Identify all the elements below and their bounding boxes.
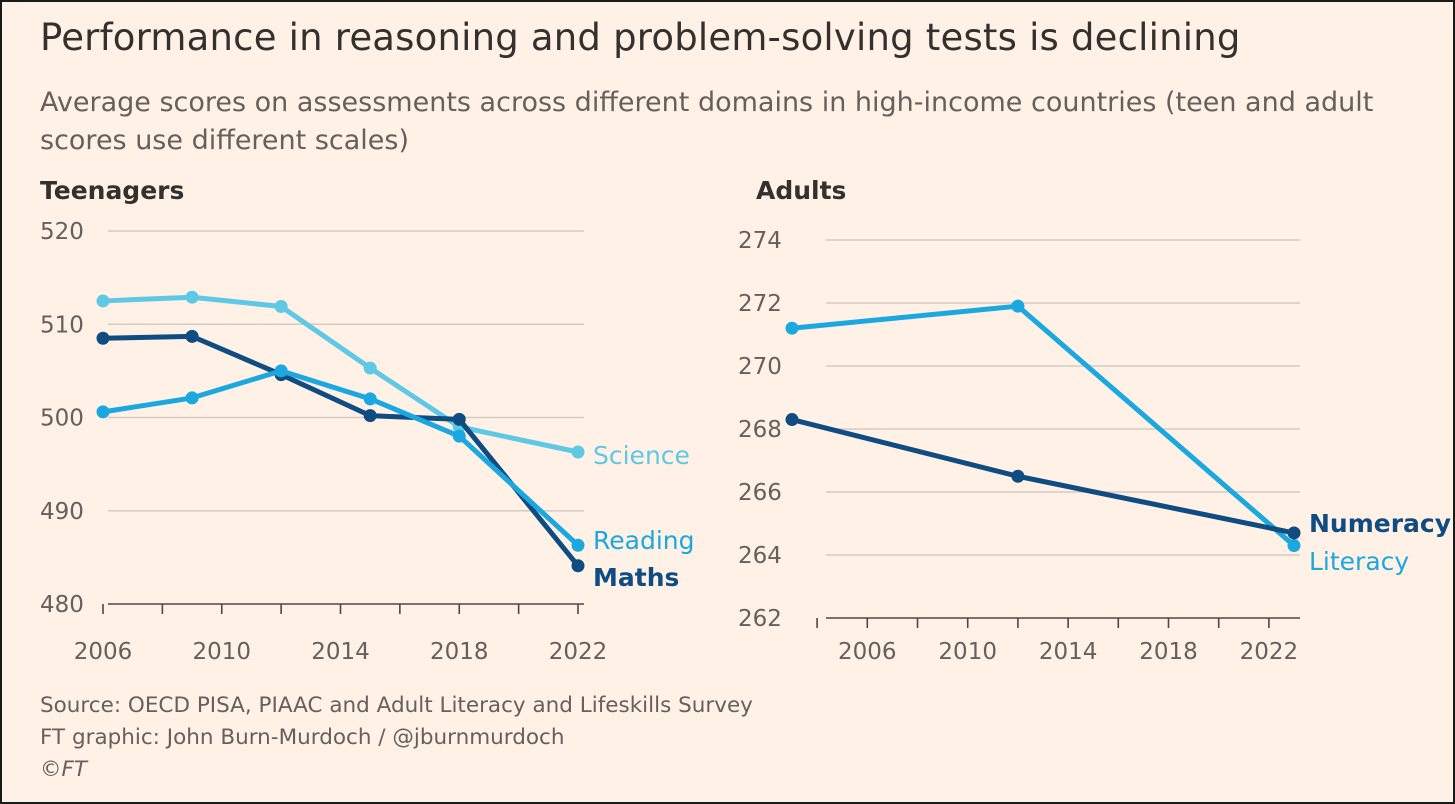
adults-panel-title: Adults: [756, 176, 847, 205]
teen-y-tick-label: 520: [40, 219, 84, 245]
maths-point: [185, 329, 199, 343]
teen-x-tick-label: 2022: [549, 639, 608, 665]
science-series-label: Science: [593, 441, 690, 470]
teen-y-tick-label: 510: [40, 312, 84, 338]
maths-point: [571, 559, 585, 573]
science-point: [185, 290, 199, 304]
teen-y-tick-label: 480: [40, 592, 84, 618]
adult-y-tick-label: 274: [738, 228, 782, 254]
reading-point: [96, 405, 110, 419]
copyright: ©FT: [40, 757, 87, 782]
maths-series-label: Maths: [593, 563, 679, 592]
reading-line: [100, 368, 581, 548]
teenagers-panel-title: Teenagers: [40, 176, 185, 205]
science-line: [100, 294, 581, 455]
adult-y-tick-label: 270: [738, 354, 782, 380]
chart-title: Performance in reasoning and problem-sol…: [40, 16, 1241, 59]
adult-y-tick-label: 266: [738, 480, 782, 506]
numeracy-point: [785, 413, 799, 427]
literacy-point: [1011, 299, 1025, 313]
graphic-credit: FT graphic: John Burn-Murdoch / @jburnmu…: [40, 725, 565, 750]
footer: Source: OECD PISA, PIAAC and Adult Liter…: [40, 690, 753, 786]
teen-x-tick-label: 2010: [192, 639, 251, 665]
maths-line: [100, 333, 581, 569]
literacy-line: [789, 303, 1297, 549]
numeracy-point: [1287, 526, 1301, 540]
source-note: Source: OECD PISA, PIAAC and Adult Liter…: [40, 693, 753, 718]
numeracy-series-label: Numeracy: [1309, 509, 1451, 538]
science-point: [96, 294, 110, 308]
literacy-point: [785, 321, 799, 335]
maths-point: [452, 412, 466, 426]
numeracy-line: [789, 417, 1297, 536]
literacy-point: [1287, 539, 1301, 553]
reading-point: [185, 391, 199, 405]
numeracy-point: [1011, 469, 1025, 483]
adult-x-tick-label: 2006: [838, 639, 897, 665]
teen-x-tick-label: 2018: [430, 639, 489, 665]
adult-x-tick-label: 2010: [938, 639, 997, 665]
maths-point: [96, 331, 110, 345]
reading-point: [452, 429, 466, 443]
adult-y-tick-label: 272: [738, 291, 782, 317]
literacy-series-label: Literacy: [1309, 547, 1409, 576]
reading-point: [274, 364, 288, 378]
adult-x-tick-label: 2018: [1139, 639, 1198, 665]
teen-x-tick-label: 2014: [311, 639, 370, 665]
reading-point: [571, 538, 585, 552]
reading-point: [363, 392, 377, 406]
teen-y-tick-label: 490: [40, 499, 84, 525]
science-point: [571, 445, 585, 459]
adult-panel: 262 264 266 268 270 272 274 2006 2010 2014 2018 202…: [738, 228, 1451, 665]
teen-x-tick-label: 2006: [74, 639, 133, 665]
teen-panel: 480 490 500 510 520 2006 2010 2014 2018 2022 Scien…: [40, 219, 694, 665]
adult-y-tick-label: 264: [738, 543, 782, 569]
adult-x-tick-label: 2014: [1039, 639, 1098, 665]
maths-point: [363, 409, 377, 423]
science-point: [274, 300, 288, 314]
adult-y-tick-label: 262: [738, 606, 782, 632]
adult-y-tick-label: 268: [738, 417, 782, 443]
teen-y-tick-label: 500: [40, 406, 84, 432]
science-point: [363, 361, 377, 375]
chart-subtitle: Average scores on assessments across dif…: [40, 87, 1374, 156]
adult-x-tick-label: 2022: [1240, 639, 1299, 665]
reading-series-label: Reading: [593, 526, 694, 555]
